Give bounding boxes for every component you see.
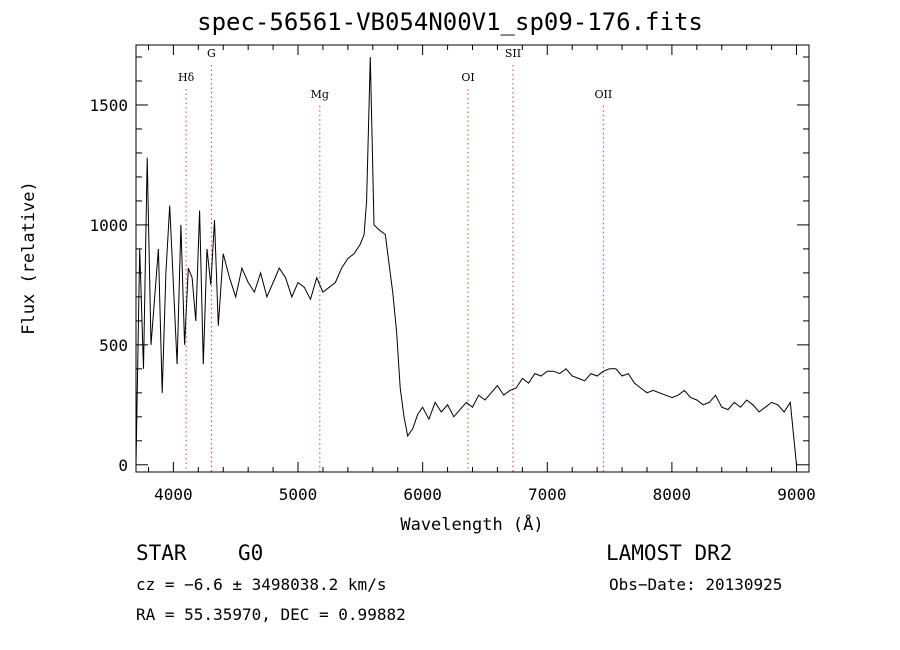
redshift-info: cz = −6.6 ± 3498038.2 km/s [136,575,387,594]
object-subclass: G0 [238,541,264,565]
emission-line-markers: Hδ G Mg OI SII OII [178,47,612,472]
x-tick-label: 7000 [528,485,567,504]
y-axis-label: Flux (relative) [19,181,39,335]
y-tick-label: 500 [99,336,128,355]
x-tick-label: 6000 [403,485,442,504]
x-axis-label: Wavelength (Å) [400,513,543,535]
object-class: STAR [136,541,187,565]
y-tick-label: 0 [118,456,128,475]
x-tick-label: 5000 [279,485,318,504]
x-axis: 4000 5000 6000 7000 8000 9000 [147,45,816,504]
x-tick-label: 4000 [154,485,193,504]
spectrum-series [135,56,797,465]
line-marker-label: Mg [311,88,329,101]
x-tick-label: 8000 [653,485,692,504]
observation-date: Obs−Date: 20130925 [609,575,783,594]
line-marker-label: G [207,47,216,60]
survey-label: LAMOST DR2 [606,541,733,565]
x-tick-label: 9000 [777,485,816,504]
line-marker-label: Hδ [178,71,195,84]
line-marker-label: OI [461,71,474,84]
coordinates: RA = 55.35970, DEC = 0.99882 [136,605,406,624]
plot-frame [135,44,810,473]
chart-title: spec-56561-VB054N00V1_sp09-176.fits [197,8,703,36]
y-axis: 0 500 1000 1500 [89,56,809,475]
y-tick-label: 1000 [89,216,128,235]
line-marker-label: SII [505,47,521,60]
line-marker-label: OII [595,88,613,101]
y-tick-label: 1500 [89,96,128,115]
